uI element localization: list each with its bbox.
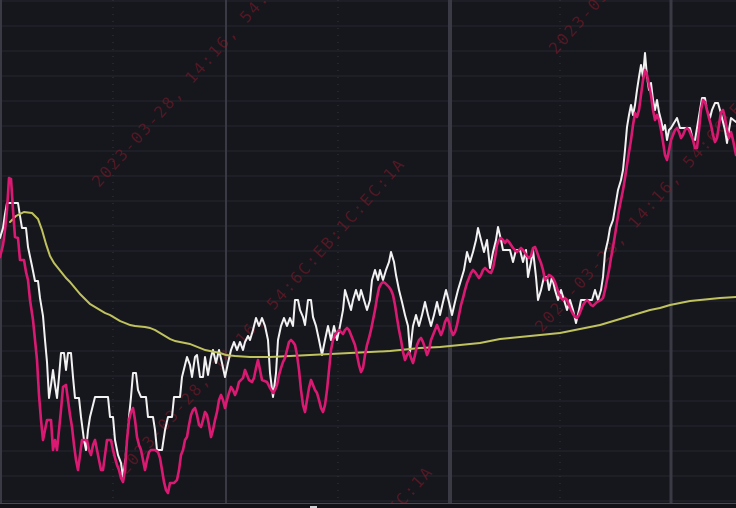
v-gridline-solid xyxy=(669,0,673,508)
secondary-price-line xyxy=(0,68,736,495)
price-line xyxy=(0,52,736,478)
v-gridline-solid xyxy=(225,0,227,508)
time-axis-bar xyxy=(0,503,736,508)
v-gridline-solid xyxy=(448,0,452,508)
axis-tick-mark xyxy=(310,506,317,508)
moving-average-line xyxy=(9,211,736,358)
